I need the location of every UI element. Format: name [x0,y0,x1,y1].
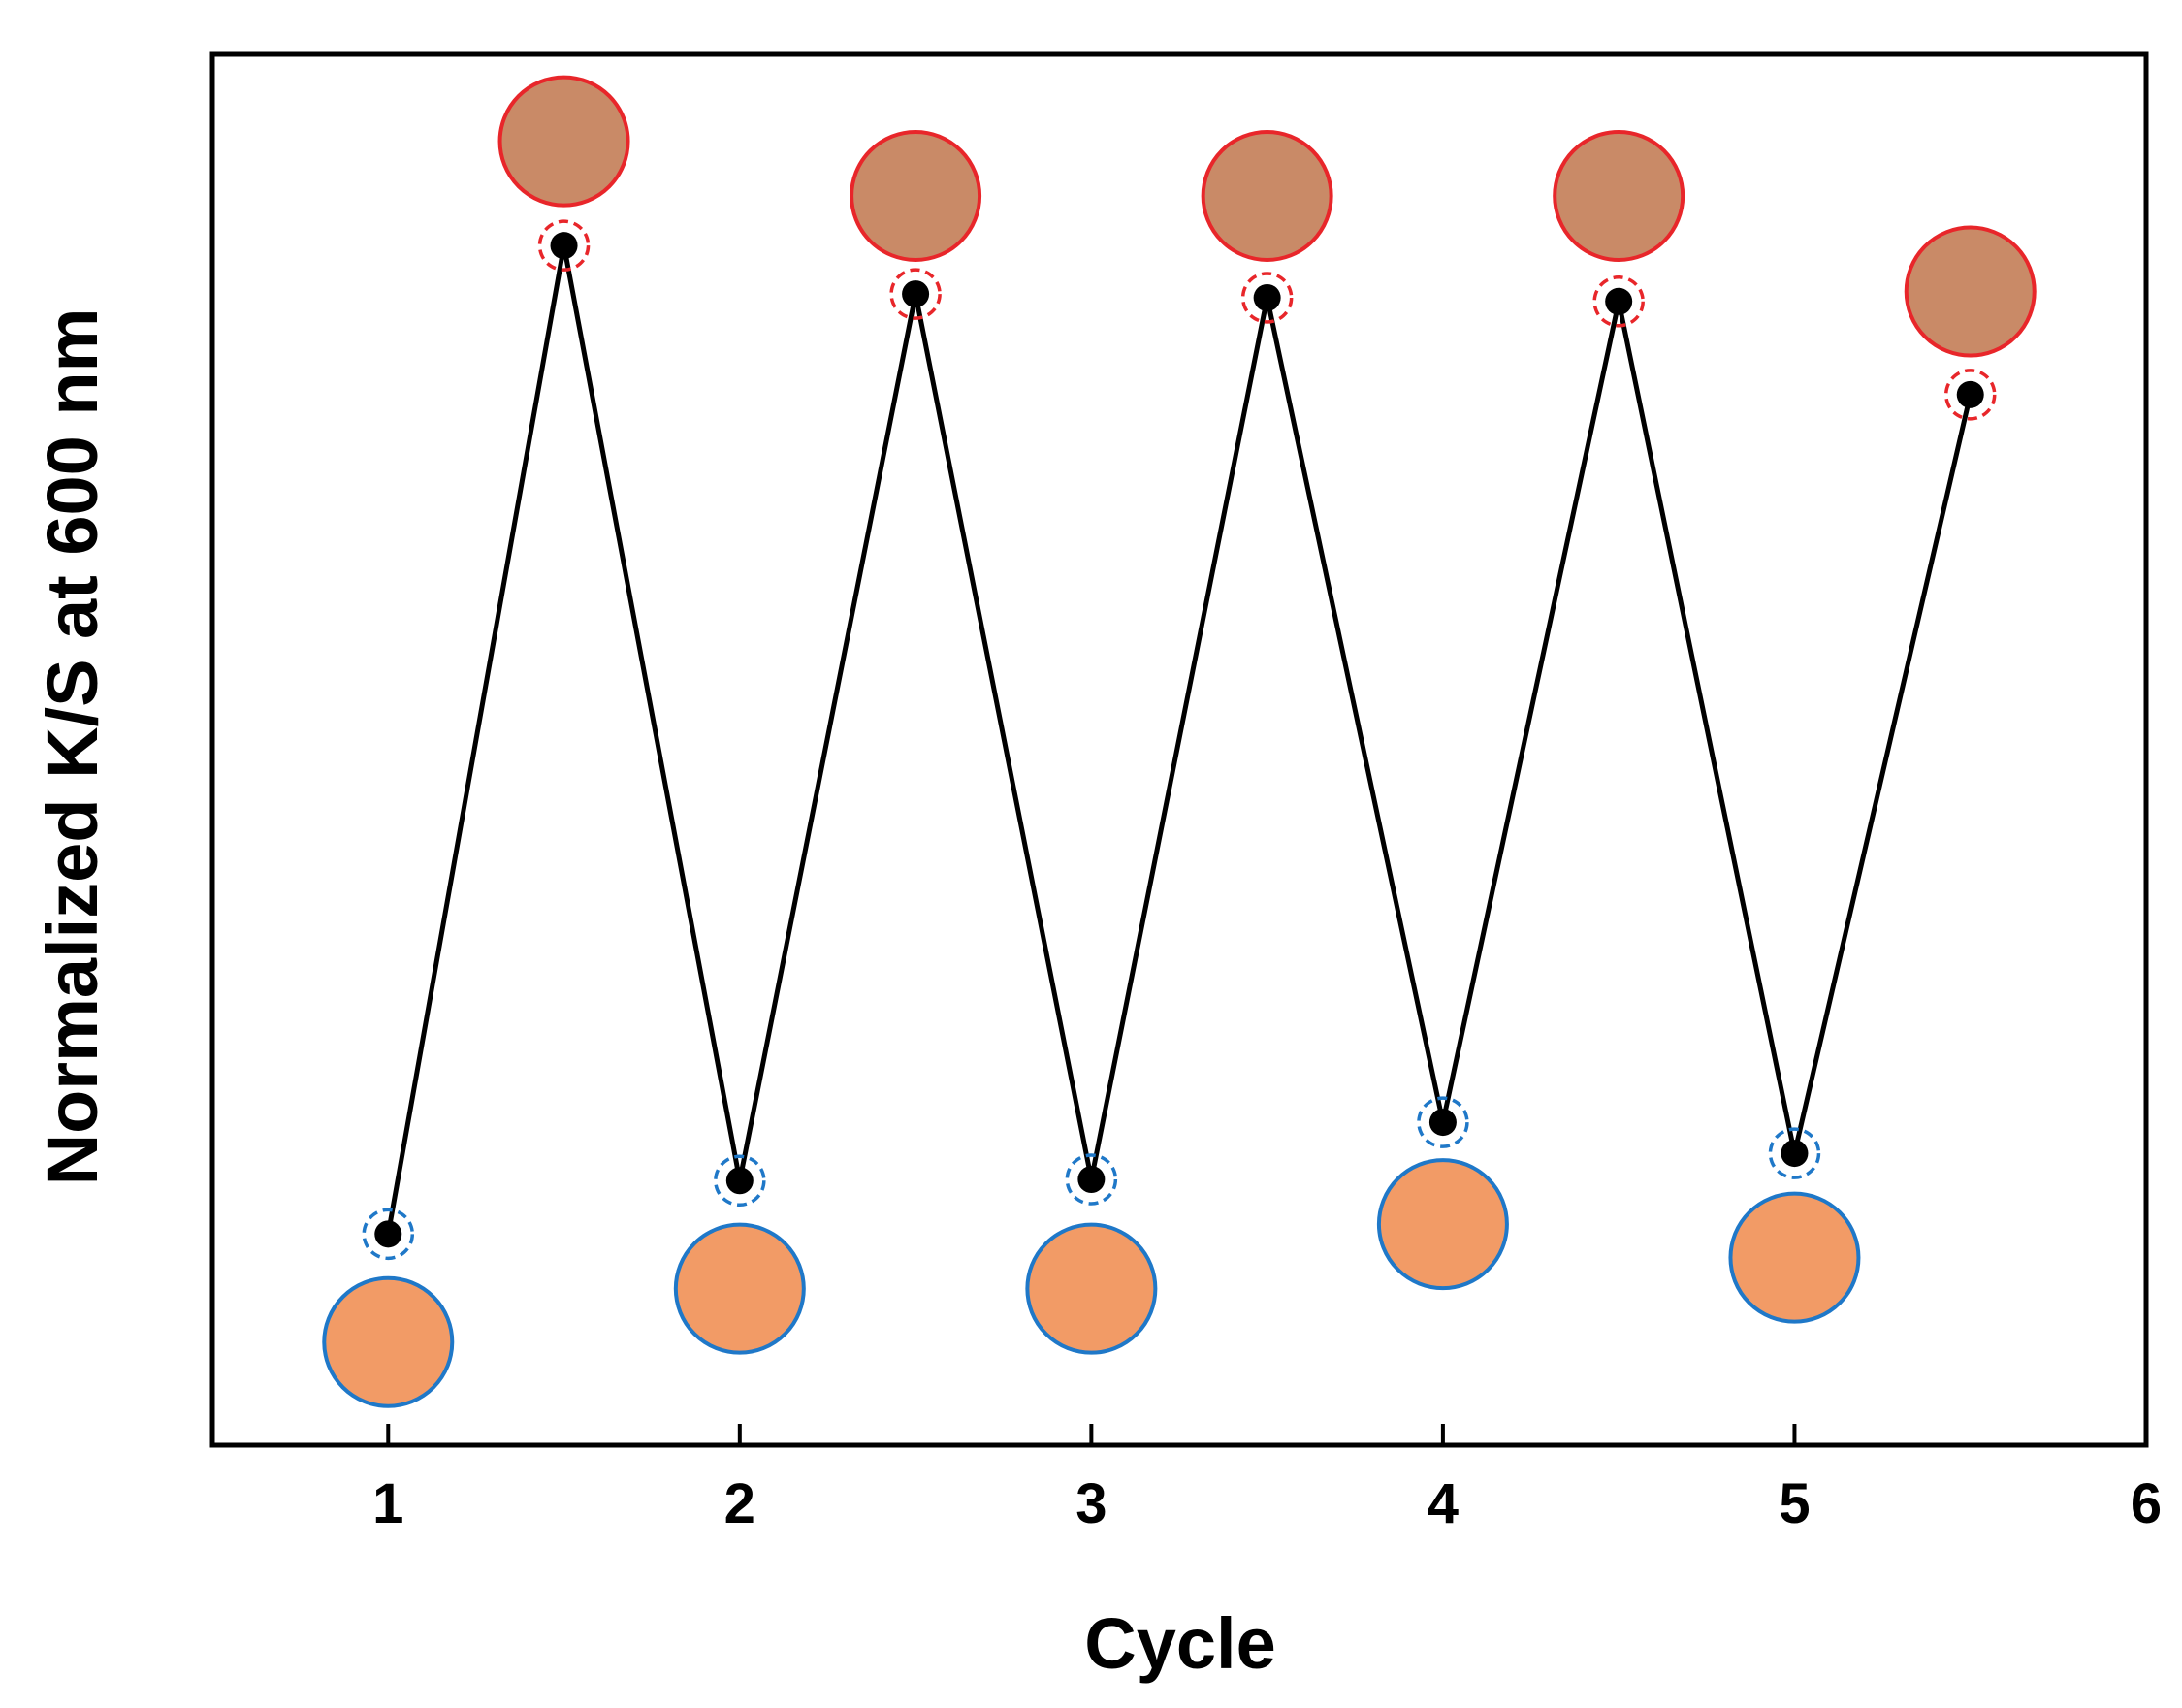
data-point-10 [1956,380,1984,408]
point-ring-9 [1768,1127,1821,1179]
swatch-high-4 [850,129,982,262]
point-ring-2 [537,219,591,272]
color-swatches [322,75,2037,1408]
swatch-high-2 [497,75,630,208]
swatch-low-9 [1728,1191,1861,1324]
swatch-high-8 [1553,129,1685,262]
series-line-1 [385,244,1973,1235]
point-ring-3 [714,1154,766,1208]
data-point-4 [902,280,930,308]
data-point-2 [550,232,578,260]
point-ring-1 [362,1208,415,1261]
point-ring-7 [1417,1096,1469,1148]
point-ring-8 [1592,275,1645,328]
swatch-low-3 [673,1222,806,1355]
x-tick-label-3: 3 [1075,1472,1107,1535]
data-point-5 [1077,1166,1106,1194]
point-ring-4 [889,268,942,320]
plot-frame [209,51,2149,1448]
x-axis-ticks: 1 2 3 4 5 6 [372,1424,2162,1535]
x-tick-label-6: 6 [2131,1472,2162,1535]
data-point-9 [1781,1140,1809,1168]
swatch-high-6 [1201,129,1333,262]
x-tick-label-1: 1 [372,1472,403,1535]
x-tick-label-5: 5 [1779,1472,1810,1535]
data-point-7 [1428,1109,1457,1137]
point-ring-10 [1943,369,1997,421]
point-ring-6 [1240,272,1294,324]
data-point-8 [1605,287,1633,315]
data-point-3 [725,1167,754,1195]
swatch-low-7 [1376,1158,1509,1291]
x-axis-title: Cycle [1084,1603,1275,1684]
x-tick-label-4: 4 [1428,1472,1459,1535]
swatch-low-1 [322,1275,455,1408]
x-tick-label-2: 2 [724,1472,755,1535]
point-ring-5 [1065,1153,1118,1206]
data-point-1 [374,1220,402,1248]
data-points [362,219,1997,1261]
data-line [385,244,1973,1235]
y-axis-title: Normalized K/S at 600 nm [32,308,112,1186]
swatch-high-10 [1904,225,2037,358]
data-point-6 [1253,283,1281,311]
swatch-low-5 [1025,1222,1158,1355]
